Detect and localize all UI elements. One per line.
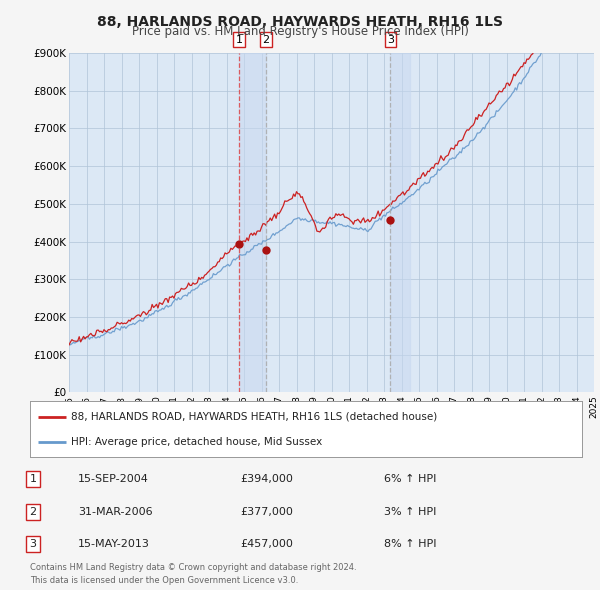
Text: 15-MAY-2013: 15-MAY-2013 [78, 539, 150, 549]
Text: 3% ↑ HPI: 3% ↑ HPI [384, 507, 436, 517]
Bar [391, 53, 410, 392]
Text: 15-SEP-2004: 15-SEP-2004 [78, 474, 149, 484]
Text: Price paid vs. HM Land Registry's House Price Index (HPI): Price paid vs. HM Land Registry's House … [131, 25, 469, 38]
Text: £377,000: £377,000 [240, 507, 293, 517]
Text: £457,000: £457,000 [240, 539, 293, 549]
Text: Contains HM Land Registry data © Crown copyright and database right 2024.: Contains HM Land Registry data © Crown c… [30, 563, 356, 572]
Text: 88, HARLANDS ROAD, HAYWARDS HEATH, RH16 1LS: 88, HARLANDS ROAD, HAYWARDS HEATH, RH16 … [97, 15, 503, 29]
Text: 8% ↑ HPI: 8% ↑ HPI [384, 539, 437, 549]
Text: 1: 1 [235, 35, 242, 45]
Text: 1: 1 [29, 474, 37, 484]
Text: 88, HARLANDS ROAD, HAYWARDS HEATH, RH16 1LS (detached house): 88, HARLANDS ROAD, HAYWARDS HEATH, RH16 … [71, 412, 437, 422]
Text: 3: 3 [387, 35, 394, 45]
Text: 3: 3 [29, 539, 37, 549]
Text: 31-MAR-2006: 31-MAR-2006 [78, 507, 152, 517]
Text: 2: 2 [262, 35, 269, 45]
Text: This data is licensed under the Open Government Licence v3.0.: This data is licensed under the Open Gov… [30, 576, 298, 585]
Text: £394,000: £394,000 [240, 474, 293, 484]
Bar [239, 53, 266, 392]
Text: HPI: Average price, detached house, Mid Sussex: HPI: Average price, detached house, Mid … [71, 437, 323, 447]
Text: 6% ↑ HPI: 6% ↑ HPI [384, 474, 436, 484]
Text: 2: 2 [29, 507, 37, 517]
